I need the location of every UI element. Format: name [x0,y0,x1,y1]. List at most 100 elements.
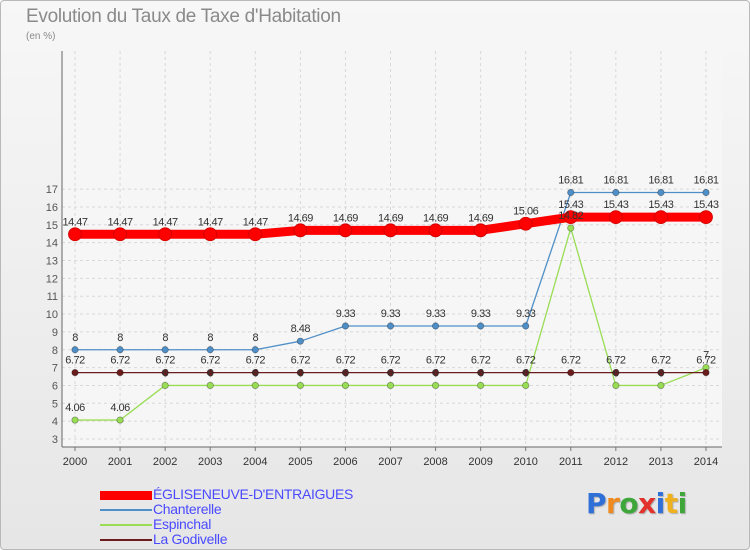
data-label-la-godivelle: 6.72 [516,355,536,367]
data-point-espinchal [657,381,665,390]
data-point-la-godivelle [431,368,440,377]
x-tick-label: 2001 [108,456,132,468]
y-tick-label: 12 [46,273,58,285]
data-label-espinchal: 6 [388,367,394,379]
data-label-chanterelle: 8 [162,332,168,344]
data-point-espinchal [341,381,350,390]
logo-letter: r [606,487,620,520]
data-point-egliseneuve [248,227,263,242]
logo-letter: P [586,487,607,520]
data-point-espinchal [116,416,124,424]
data-point-chanterelle [341,322,350,330]
data-point-espinchal [71,416,79,424]
x-tick-label: 2010 [513,456,537,468]
data-label-espinchal: 6 [658,367,664,379]
y-tick-label: 14 [46,238,58,250]
data-label-egliseneuve: 14.69 [468,212,493,224]
data-label-la-godivelle: 6.72 [246,355,266,367]
data-label-espinchal: 6 [433,367,439,379]
data-point-chanterelle [702,188,710,197]
legend-label: Chanterelle [153,501,222,517]
data-label-chanterelle: 8 [117,332,123,344]
data-label-chanterelle: 8 [207,332,213,344]
data-point-chanterelle [612,188,620,197]
data-label-la-godivelle: 6.72 [291,355,311,367]
y-axis-unit: (en %) [26,31,56,42]
data-label-espinchal: 4.06 [110,402,130,414]
y-tick-label: 5 [52,398,58,410]
data-label-egliseneuve: 14.69 [288,212,313,224]
legend-swatch [100,539,152,541]
y-tick-label: 13 [46,256,58,268]
data-point-espinchal [386,381,395,390]
data-label-la-godivelle: 6.72 [426,355,446,367]
plot-area [62,51,722,447]
data-label-chanterelle: 16.81 [603,174,628,186]
data-label-egliseneuve: 14.69 [333,212,358,224]
data-point-egliseneuve [654,210,668,225]
data-point-la-godivelle [386,368,395,377]
data-label-la-godivelle: 6.72 [561,355,581,367]
data-label-la-godivelle: 6.72 [381,355,401,367]
data-point-la-godivelle [657,368,665,377]
data-label-egliseneuve: 14.47 [62,216,87,228]
data-point-egliseneuve [473,223,488,238]
data-point-la-godivelle [116,368,124,377]
y-tick-label: 4 [52,416,58,428]
x-tick-label: 2012 [604,456,628,468]
data-label-egliseneuve: 14.69 [423,212,448,224]
data-label-egliseneuve: 14.47 [153,216,178,228]
data-label-espinchal: 4.06 [65,402,85,414]
data-point-chanterelle [251,346,259,354]
data-point-egliseneuve [203,227,218,242]
data-label-egliseneuve: 15.43 [603,199,628,211]
legend-label: La Godivelle [153,531,228,547]
data-label-espinchal: 7 [703,350,709,362]
data-point-espinchal [431,381,440,390]
x-tick-label: 2011 [559,456,583,468]
x-tick-label: 2007 [378,456,402,468]
data-label-la-godivelle: 6.72 [200,355,220,367]
data-point-la-godivelle [341,368,350,377]
logo-letter: i [655,487,666,520]
data-point-espinchal [296,381,304,390]
data-point-la-godivelle [612,368,620,377]
data-point-la-godivelle [477,368,485,377]
data-label-la-godivelle: 6.72 [65,355,85,367]
data-point-chanterelle [522,322,530,330]
data-point-chanterelle [386,322,395,330]
legend-swatch [100,524,152,526]
y-tick-label: 17 [46,184,58,196]
logo-letter: x [638,487,656,520]
data-label-espinchal: 6 [207,367,213,379]
data-label-la-godivelle: 6.72 [696,355,716,367]
data-label-chanterelle: 8 [72,332,78,344]
x-tick-label: 2005 [288,456,312,468]
data-label-egliseneuve: 14.69 [378,212,403,224]
data-point-chanterelle [296,337,304,345]
data-label-egliseneuve: 14.47 [108,216,133,228]
data-point-egliseneuve [338,223,353,238]
logo-letter: t [664,487,678,520]
y-tick-label: 15 [46,220,58,232]
logo-letter: o [619,487,639,520]
data-point-la-godivelle [206,368,214,377]
data-point-chanterelle [567,188,575,197]
data-point-la-godivelle [702,368,710,377]
data-label-chanterelle: 9.33 [336,308,356,320]
data-point-egliseneuve [68,227,82,242]
data-label-la-godivelle: 6.72 [606,355,626,367]
data-point-chanterelle [161,346,169,354]
data-label-chanterelle: 9.33 [381,308,401,320]
x-tick-label: 2008 [423,456,447,468]
data-label-chanterelle: 9.33 [426,308,446,320]
data-point-egliseneuve [428,223,443,238]
data-point-espinchal [522,381,530,390]
proxiti-logo: Proxiti [586,488,687,520]
data-point-espinchal [251,381,259,390]
data-point-egliseneuve [699,210,713,225]
data-point-egliseneuve [518,216,533,231]
data-label-la-godivelle: 6.72 [651,355,671,367]
legend-swatch [100,509,152,511]
